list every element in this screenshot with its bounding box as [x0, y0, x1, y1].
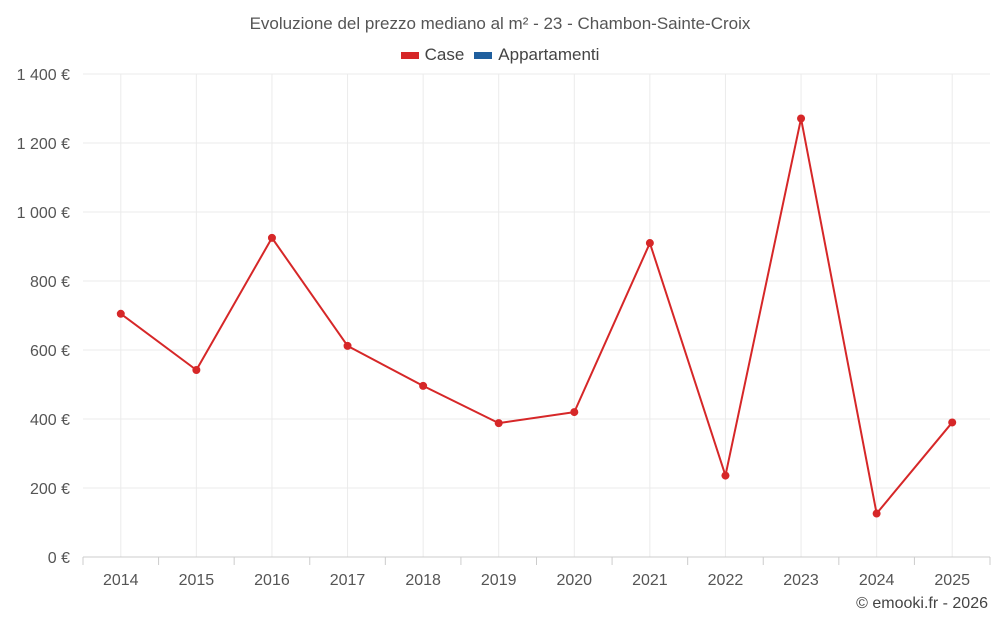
series-line-0 — [120, 117, 953, 515]
credit: © emooki.fr - 2026 — [856, 595, 988, 612]
legend-item-case[interactable]: Case — [400, 45, 465, 65]
data-point — [343, 341, 352, 350]
x-tick-label: 2014 — [103, 572, 139, 589]
y-tick-label: 200 € — [30, 481, 70, 498]
chart-title: Evoluzione del prezzo mediano al m² - 23… — [249, 14, 751, 33]
x-tick-label: 2017 — [330, 572, 366, 589]
data-point — [192, 366, 201, 375]
y-tick-label: 0 € — [48, 550, 70, 567]
data-point — [419, 381, 428, 390]
legend-item-appartamenti[interactable]: Appartamenti — [474, 45, 599, 65]
x-tick-label: 2018 — [405, 572, 441, 589]
y-tick-label: 1 200 € — [17, 136, 70, 153]
data-point — [570, 408, 579, 417]
data-point — [872, 509, 881, 518]
y-tick-label: 400 € — [30, 412, 70, 429]
data-point — [645, 239, 654, 248]
y-tick-label: 800 € — [30, 274, 70, 291]
data-point — [948, 418, 957, 427]
legend-label-case: Case — [424, 45, 465, 64]
x-tick-label: 2024 — [859, 572, 895, 589]
data-point — [494, 419, 503, 428]
x-tick-label: 2021 — [632, 572, 668, 589]
x-tick-label: 2019 — [481, 572, 517, 589]
x-tick-label: 2015 — [179, 572, 215, 589]
data-point — [721, 471, 730, 480]
x-tick-label: 2022 — [708, 572, 744, 589]
x-tick-label: 2025 — [934, 572, 970, 589]
y-tick-label: 1 000 € — [17, 205, 70, 222]
legend-swatch-appartamenti — [474, 51, 493, 59]
legend-label-appartamenti: Appartamenti — [498, 45, 600, 64]
data-point — [797, 114, 806, 123]
y-tick-label: 1 400 € — [17, 67, 70, 84]
y-tick-label: 600 € — [30, 343, 70, 360]
data-point — [267, 233, 276, 242]
x-tick-label: 2023 — [783, 572, 819, 589]
data-point — [116, 309, 125, 318]
legend-swatch-case — [400, 51, 419, 59]
x-tick-label: 2020 — [556, 572, 592, 589]
x-tick-label: 2016 — [254, 572, 290, 589]
legend: Case Appartamenti — [0, 45, 1000, 65]
